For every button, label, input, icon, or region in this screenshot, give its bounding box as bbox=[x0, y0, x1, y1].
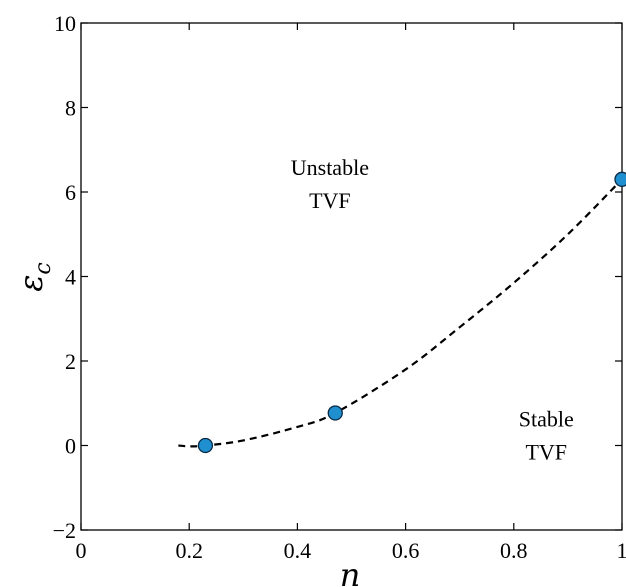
y-axis-label: εc bbox=[12, 262, 56, 292]
y-axis-label-main: ε bbox=[12, 275, 50, 292]
y-axis-label-group: εc bbox=[12, 262, 56, 292]
data-point bbox=[328, 406, 342, 420]
x-axis-label: n bbox=[340, 556, 361, 587]
y-tick-label: 0 bbox=[65, 434, 76, 459]
data-point bbox=[198, 439, 212, 453]
x-tick-label: 1 bbox=[617, 538, 626, 563]
y-tick-label: 2 bbox=[65, 349, 76, 374]
region-label-line: TVF bbox=[309, 188, 351, 213]
y-tick-label: 6 bbox=[65, 180, 76, 205]
region-annotation: Stable TVF bbox=[519, 406, 574, 464]
region-label-line: Unstable bbox=[291, 155, 369, 180]
y-tick-label: 4 bbox=[65, 265, 76, 290]
x-tick-label: 0.6 bbox=[392, 538, 420, 563]
data-point bbox=[615, 172, 626, 186]
y-tick-label: 10 bbox=[54, 11, 76, 36]
y-tick-label: −2 bbox=[53, 518, 76, 543]
region-label-line: Stable bbox=[519, 406, 574, 431]
region-label-line: TVF bbox=[525, 439, 567, 464]
x-tick-label: 0.2 bbox=[175, 538, 203, 563]
x-tick-label: 0.4 bbox=[284, 538, 312, 563]
x-tick-label: 0.8 bbox=[500, 538, 528, 563]
region-annotation: Unstable TVF bbox=[291, 155, 369, 213]
y-axis-label-subscript: c bbox=[31, 262, 56, 274]
y-tick-label: 8 bbox=[65, 96, 76, 121]
x-tick-label: 0 bbox=[76, 538, 87, 563]
